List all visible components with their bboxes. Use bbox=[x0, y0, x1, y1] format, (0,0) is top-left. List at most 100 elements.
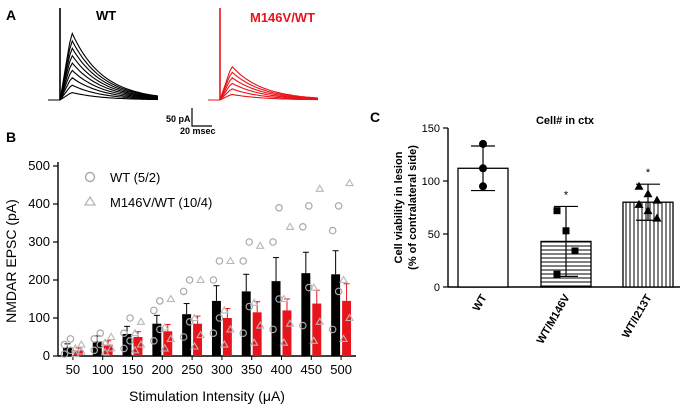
panel-b: B 0 100 200 300 400 500 50 100 150 200 250 300 350 40… bbox=[3, 129, 356, 404]
mutant-data-point bbox=[76, 346, 86, 355]
wt-data-point bbox=[215, 257, 224, 265]
wt-data-point bbox=[96, 329, 105, 338]
mutant-data-point bbox=[196, 330, 206, 339]
scale-bar-amplitude-label: 50 pA bbox=[166, 114, 191, 124]
wt-data-point bbox=[334, 202, 343, 210]
wt-trace bbox=[48, 92, 159, 101]
mutant-data-point bbox=[345, 313, 355, 322]
wt-data-point bbox=[120, 344, 128, 353]
wt-data-point bbox=[299, 321, 307, 330]
data-point bbox=[652, 213, 662, 222]
mutant-bar bbox=[252, 312, 262, 356]
wt-data-point bbox=[328, 325, 337, 334]
mutant-data-point bbox=[315, 184, 325, 192]
panel-b-legend: WT (5/2) M146V/WT (10/4) bbox=[83, 170, 212, 210]
legend-mutant-label: M146V/WT (10/4) bbox=[110, 195, 212, 210]
mutant-bar bbox=[222, 318, 232, 356]
wt-data-point bbox=[245, 238, 254, 246]
mutant-data-point bbox=[160, 322, 170, 331]
panel-a: A WT M146V/WT 50 pA 20 msec bbox=[6, 7, 319, 136]
x-tick-label: 250 bbox=[181, 362, 203, 377]
wt-data-point bbox=[126, 336, 134, 345]
x-tick-label: WT/M146V bbox=[535, 292, 573, 346]
mutant-trace bbox=[208, 82, 319, 101]
wt-bar bbox=[331, 274, 341, 356]
x-tick-label: 100 bbox=[92, 362, 114, 377]
wt-data-point bbox=[275, 204, 283, 212]
x-tick-label: 500 bbox=[330, 362, 352, 377]
mutant-bar bbox=[342, 300, 352, 356]
x-tick-label: 300 bbox=[211, 362, 233, 377]
panel-b-letter: B bbox=[6, 129, 16, 145]
wt-data-point bbox=[334, 287, 343, 296]
wt-data-point bbox=[269, 238, 277, 246]
mutant-data-point bbox=[249, 338, 259, 346]
data-point bbox=[643, 206, 653, 215]
wt-data-point bbox=[179, 287, 188, 296]
y-tick-label: 0 bbox=[434, 282, 440, 294]
panel-b-axes: 0 100 200 300 400 500 50 100 150 200 250 300 350 400 4… bbox=[3, 158, 356, 404]
x-tick-label: 400 bbox=[271, 362, 293, 377]
wt-data-point bbox=[156, 297, 164, 305]
wt-trace bbox=[48, 69, 159, 101]
y-tick-label: 400 bbox=[28, 196, 50, 211]
wt-data-point bbox=[156, 325, 164, 334]
mutant-trace bbox=[208, 65, 319, 101]
mutant-data-point bbox=[190, 341, 200, 350]
x-tick-label: 50 bbox=[66, 362, 80, 377]
mutant-data-point bbox=[219, 340, 229, 348]
wt-bar bbox=[122, 333, 132, 356]
y-tick-label: 100 bbox=[28, 310, 50, 325]
wt-data-point bbox=[185, 276, 194, 284]
mutant-data-point bbox=[160, 343, 170, 352]
y-tick-label: 150 bbox=[422, 123, 440, 135]
y-tick-label: 300 bbox=[28, 234, 50, 249]
mutant-data-point bbox=[106, 343, 116, 352]
mutant-data-point bbox=[136, 340, 146, 348]
wt-trace bbox=[48, 84, 159, 101]
data-point bbox=[479, 139, 487, 148]
mutant-data-point bbox=[225, 324, 235, 333]
mutant-trace bbox=[208, 93, 319, 101]
wt-trace bbox=[48, 31, 159, 101]
y-tick-label: 200 bbox=[28, 272, 50, 287]
data-point bbox=[553, 207, 561, 215]
data-point bbox=[479, 164, 487, 173]
x-tick-label: 150 bbox=[122, 362, 144, 377]
data-point bbox=[634, 199, 644, 208]
y-axis-title-line1: Cell viability in lesion bbox=[393, 151, 405, 263]
x-tick-label: 200 bbox=[151, 362, 173, 377]
mutant-trace bbox=[208, 71, 319, 101]
mutant-data-point bbox=[130, 345, 140, 354]
wt-trace bbox=[48, 77, 159, 101]
mutant-bar bbox=[193, 323, 203, 356]
mutant-data-point bbox=[106, 332, 116, 341]
panel-c: C Cell# in ctx 0 50 100 150 Cell viability in… bbox=[370, 109, 680, 346]
y-tick-label: 50 bbox=[428, 229, 440, 241]
wt-data-point bbox=[66, 335, 75, 343]
mutant-bar bbox=[282, 310, 292, 356]
data-point bbox=[571, 247, 579, 255]
wt-traces bbox=[48, 8, 159, 101]
mutant-data-point bbox=[219, 305, 229, 314]
mutant-data-point bbox=[279, 294, 289, 303]
mutant-data-point bbox=[285, 222, 295, 230]
wt-data-point bbox=[209, 329, 218, 338]
wt-bar bbox=[271, 281, 281, 356]
mutant-data-point bbox=[315, 317, 325, 325]
wt-data-point bbox=[269, 325, 277, 334]
wt-data-point bbox=[126, 314, 134, 322]
mutant-data-point bbox=[339, 275, 349, 284]
mutant-data-point bbox=[225, 256, 235, 265]
wt-trace bbox=[48, 39, 159, 101]
wt-data-point bbox=[328, 226, 337, 235]
wt-data-point bbox=[239, 257, 248, 265]
mutant-data-point bbox=[309, 336, 319, 344]
mutant-bar bbox=[163, 331, 173, 356]
panel-c-title: Cell# in ctx bbox=[536, 115, 595, 127]
legend-wt-marker bbox=[84, 171, 96, 183]
mutant-data-point bbox=[190, 313, 200, 322]
wt-data-point bbox=[299, 223, 307, 231]
